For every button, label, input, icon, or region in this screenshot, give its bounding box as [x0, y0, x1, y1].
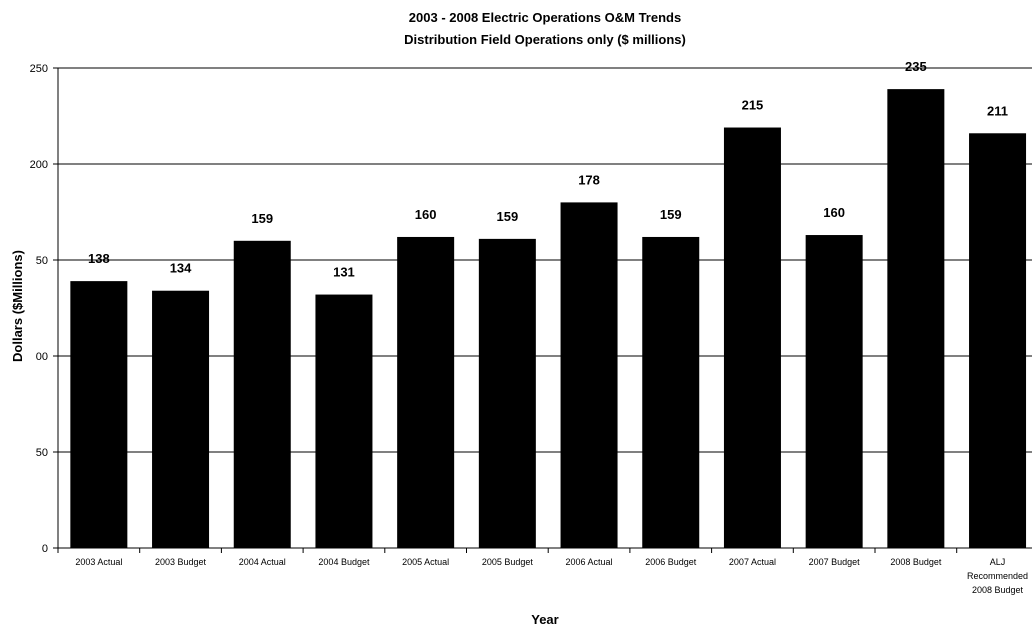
x-tick-label: 2004 Actual	[239, 557, 286, 567]
y-tick-label: 250	[30, 63, 48, 75]
chart-subtitle: Distribution Field Operations only ($ mi…	[404, 32, 686, 47]
x-tick-label: 2004 Budget	[318, 557, 370, 567]
y-tick-label: 200	[30, 159, 48, 171]
chart-title: 2003 - 2008 Electric Operations O&M Tren…	[409, 10, 681, 25]
bar	[315, 294, 373, 548]
bar	[969, 133, 1027, 548]
bar	[70, 281, 128, 548]
data-label: 215	[742, 98, 764, 113]
x-tick-label: 2007 Budget	[809, 557, 861, 567]
bar	[805, 235, 863, 549]
x-tick-label: 2008 Budget	[972, 585, 1024, 595]
data-label: 159	[660, 207, 682, 222]
data-label: 160	[415, 207, 437, 222]
bar	[560, 202, 618, 548]
x-axis-label: Year	[531, 612, 558, 627]
data-label: 160	[823, 205, 845, 220]
x-tick-label: 2003 Budget	[155, 557, 207, 567]
data-label: 159	[251, 211, 273, 226]
y-tick-label: 50	[36, 255, 48, 267]
data-label: 178	[578, 172, 600, 187]
x-tick-label: ALJ	[990, 557, 1006, 567]
bar	[723, 127, 781, 549]
data-label: 131	[333, 265, 355, 280]
data-label: 134	[170, 261, 192, 276]
bar	[642, 236, 700, 548]
y-tick-label: 0	[42, 543, 48, 555]
data-label: 138	[88, 251, 110, 266]
x-tick-label: 2003 Actual	[75, 557, 122, 567]
data-label: 211	[987, 103, 1008, 118]
x-tick-label: 2007 Actual	[729, 557, 776, 567]
y-tick-label: 00	[36, 351, 48, 363]
x-tick-label: 2006 Budget	[645, 557, 697, 567]
bar	[478, 238, 536, 548]
bar	[887, 89, 945, 549]
x-tick-label: 2008 Budget	[890, 557, 942, 567]
x-tick-label: 2005 Actual	[402, 557, 449, 567]
x-tick-label: 2006 Actual	[566, 557, 613, 567]
x-tick-label: 2005 Budget	[482, 557, 534, 567]
y-axis-label: Dollars ($Millions)	[10, 250, 25, 362]
y-tick-label: 50	[36, 447, 48, 459]
data-label: 159	[496, 209, 518, 224]
x-tick-label: Recommended	[967, 571, 1028, 581]
bar	[152, 290, 210, 548]
data-label: 235	[905, 59, 927, 74]
bar	[233, 240, 291, 549]
bar	[397, 236, 455, 548]
